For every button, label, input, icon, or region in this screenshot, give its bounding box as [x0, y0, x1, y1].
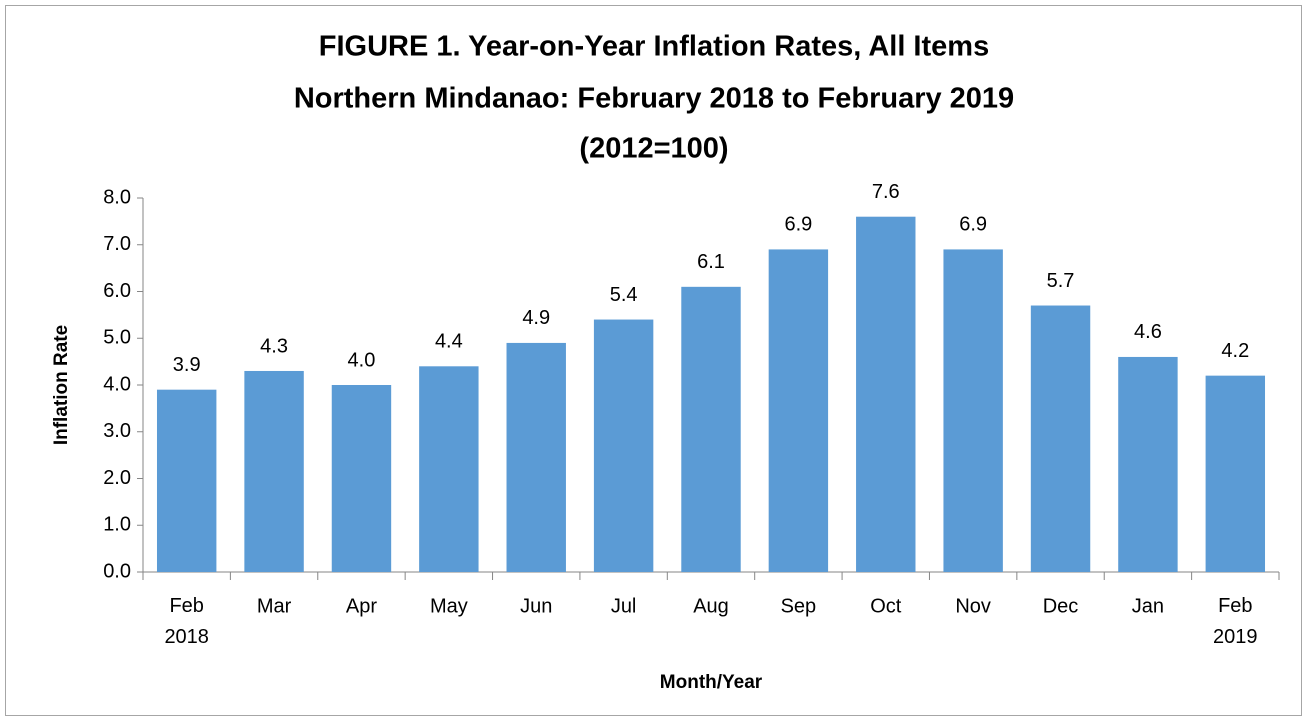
- x-tick-label: Nov: [955, 595, 991, 617]
- bar: [331, 385, 392, 572]
- bar: [506, 342, 566, 572]
- x-tick-label: Oct: [870, 595, 902, 617]
- data-label: 3.9: [173, 354, 201, 376]
- y-tick-label: 3.0: [103, 420, 131, 442]
- x-tick-label: Dec: [1043, 595, 1079, 617]
- y-tick-label: 1.0: [103, 514, 131, 536]
- x-tick-label: Jul: [611, 595, 637, 617]
- y-tick-label: 4.0: [103, 373, 131, 395]
- x-tick-label: Jun: [520, 595, 552, 617]
- bar: [244, 370, 304, 572]
- x-tick-label: Sep: [781, 595, 817, 617]
- data-label: 4.9: [522, 307, 550, 329]
- x-axis-label: Month/Year: [660, 672, 763, 693]
- x-tick-label: Mar: [257, 595, 292, 617]
- bar: [419, 366, 479, 572]
- chart-title: (2012=100): [579, 133, 728, 165]
- data-label: 4.2: [1221, 340, 1249, 362]
- bar: [593, 319, 654, 572]
- y-tick-label: 7.0: [103, 233, 131, 255]
- data-label: 6.9: [959, 214, 987, 236]
- chart-title: FIGURE 1. Year-on-Year Inflation Rates, …: [319, 31, 989, 63]
- x-tick-label: Apr: [346, 595, 377, 617]
- bar: [681, 286, 741, 572]
- x-tick-label: Jan: [1132, 595, 1164, 617]
- y-tick-label: 8.0: [103, 186, 131, 208]
- x-tick-label: Feb 2019: [1213, 595, 1258, 648]
- bar: [1205, 375, 1266, 572]
- data-label: 4.6: [1134, 321, 1162, 343]
- y-tick-label: 5.0: [103, 327, 131, 349]
- bar: [856, 216, 916, 572]
- x-tick-label: Aug: [693, 595, 729, 617]
- data-label: 5.7: [1047, 270, 1075, 292]
- x-tick-label: May: [430, 595, 468, 617]
- bar: [1118, 356, 1178, 572]
- data-label: 6.1: [697, 251, 725, 273]
- y-axis-label: Inflation Rate: [51, 325, 72, 445]
- data-label: 4.0: [348, 349, 376, 371]
- bar: [943, 249, 1003, 573]
- x-tick-label: Feb 2018: [164, 595, 209, 648]
- data-label: 5.4: [610, 284, 638, 306]
- y-tick-label: 6.0: [103, 280, 131, 302]
- bar: [1030, 305, 1091, 572]
- y-tick-label: 2.0: [103, 467, 131, 489]
- bar: [156, 389, 217, 572]
- chart-title: Northern Mindanao: February 2018 to Febr…: [294, 83, 1014, 115]
- data-label: 6.9: [784, 214, 812, 236]
- data-label: 4.4: [435, 331, 463, 353]
- bar: [768, 249, 829, 573]
- data-label: 7.6: [872, 181, 900, 203]
- y-tick-label: 0.0: [103, 560, 131, 582]
- data-label: 4.3: [260, 335, 288, 357]
